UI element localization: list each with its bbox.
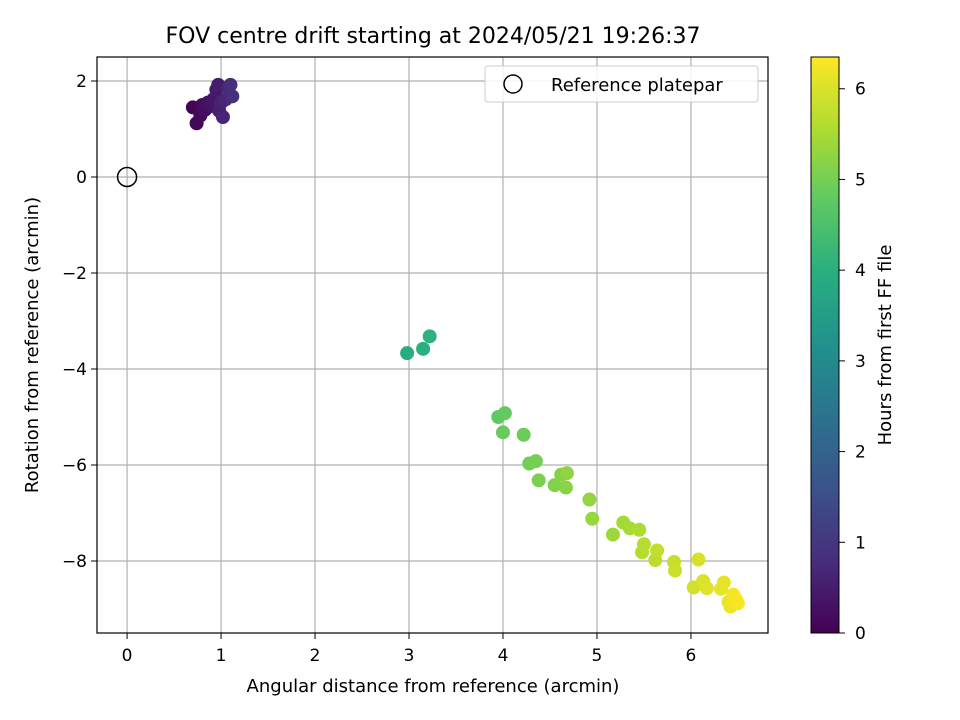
data-point: [632, 522, 647, 537]
colorbar-tick-label: 2: [855, 443, 866, 463]
data-point: [422, 329, 437, 344]
data-point: [559, 466, 574, 481]
y-tick-label: −2: [62, 264, 87, 284]
y-tick-label: 2: [76, 72, 87, 92]
data-point: [223, 77, 238, 92]
x-tick-label: 1: [216, 646, 227, 666]
colorbar-ticks: 0 1 2 3 4 5 6: [839, 80, 866, 644]
y-axis-label: Rotation from reference (arcmin): [22, 197, 43, 493]
legend-marker-reference: [503, 74, 523, 94]
data-point: [516, 427, 531, 442]
data-point: [716, 575, 731, 590]
data-point: [667, 563, 682, 578]
x-tick-label: 4: [498, 646, 509, 666]
y-tick-label: −6: [62, 456, 87, 476]
colorbar-tick-label: 4: [855, 261, 866, 281]
data-point: [400, 346, 415, 361]
data-point: [585, 511, 600, 526]
x-tick-label: 0: [122, 646, 133, 666]
data-point: [558, 480, 573, 495]
data-point: [215, 110, 230, 124]
colorbar-gradient: [810, 56, 840, 634]
legend-label-reference: Reference platepar: [551, 75, 723, 96]
x-axis-label: Angular distance from reference (arcmin): [247, 676, 620, 697]
x-axis-ticks: 0 1 2 3 4 5 6: [122, 633, 697, 666]
data-point: [497, 406, 512, 421]
data-point: [528, 454, 543, 469]
colorbar-tick-label: 5: [855, 170, 866, 190]
colorbar-label: Hours from first FF file: [875, 245, 896, 446]
colorbar-tick-label: 3: [855, 352, 866, 372]
x-tick-label: 2: [310, 646, 321, 666]
x-tick-label: 3: [404, 646, 415, 666]
data-point: [605, 527, 620, 542]
data-point: [730, 596, 745, 611]
x-tick-label: 5: [592, 646, 603, 666]
legend-box: [484, 65, 759, 103]
colorbar-tick-label: 0: [855, 624, 866, 644]
plot-frame: [96, 56, 769, 634]
colorbar-tick-label: 6: [855, 80, 866, 100]
data-point: [691, 552, 706, 567]
data-point: [650, 543, 665, 558]
reference-point: [116, 166, 138, 188]
data-point: [416, 341, 431, 356]
y-axis-ticks: 2 0 −2 −4 −6 −8: [62, 72, 97, 572]
chart-title: FOV centre drift starting at 2024/05/21 …: [166, 24, 701, 49]
data-point: [582, 492, 597, 507]
legend: Reference platepar: [484, 65, 759, 103]
data-point: [699, 581, 714, 596]
data-point: [636, 537, 651, 552]
data-point: [495, 425, 510, 440]
grid-lines: [97, 57, 768, 633]
y-tick-label: −4: [62, 360, 87, 380]
data-point: [547, 478, 562, 493]
y-tick-label: 0: [76, 168, 87, 188]
data-point: [531, 473, 546, 488]
x-tick-label: 6: [686, 646, 697, 666]
data-point: [225, 89, 240, 104]
colorbar-tick-label: 1: [855, 533, 866, 553]
reference-marker: [116, 166, 138, 188]
y-tick-label: −8: [62, 552, 87, 572]
colorbar: 0 1 2 3 4 5 6 Hours from first FF file: [810, 56, 896, 644]
data-points: [185, 77, 745, 614]
